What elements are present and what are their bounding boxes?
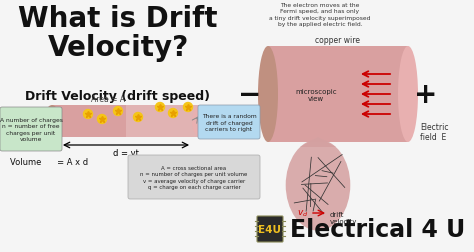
Bar	[126, 106, 200, 137]
Text: d = vt: d = vt	[113, 148, 139, 158]
Text: drift
velocity: drift velocity	[330, 211, 357, 224]
Text: Drift Velocity (drift speed): Drift Velocity (drift speed)	[26, 90, 210, 103]
Circle shape	[183, 103, 192, 112]
Text: Area = A: Area = A	[91, 94, 125, 104]
Text: copper wire: copper wire	[316, 36, 361, 45]
Bar	[268, 47, 408, 142]
Circle shape	[155, 103, 164, 112]
Text: A number of charges
n = number of free
charges per unit
volume: A number of charges n = number of free c…	[0, 117, 63, 142]
Text: Electric
field  E: Electric field E	[420, 122, 448, 142]
Circle shape	[134, 113, 143, 122]
FancyBboxPatch shape	[128, 155, 260, 199]
FancyBboxPatch shape	[0, 108, 62, 151]
Ellipse shape	[44, 106, 60, 137]
FancyBboxPatch shape	[198, 106, 260, 139]
Text: A = cross sectional area
n = number of charges per unit volume
v = average veloc: A = cross sectional area n = number of c…	[140, 165, 247, 190]
Circle shape	[83, 110, 92, 119]
Ellipse shape	[286, 140, 350, 231]
Text: Electrical 4 U: Electrical 4 U	[290, 217, 465, 241]
Ellipse shape	[398, 47, 418, 142]
Bar	[52, 106, 200, 137]
FancyBboxPatch shape	[257, 216, 283, 242]
Circle shape	[168, 109, 177, 118]
Circle shape	[98, 115, 107, 124]
Text: +: +	[414, 81, 438, 109]
Text: −: −	[238, 81, 262, 109]
Text: microscopic
view: microscopic view	[295, 88, 337, 101]
Text: Volume      = A x d: Volume = A x d	[10, 158, 88, 166]
Polygon shape	[300, 137, 336, 147]
Text: The electron moves at the
Fermi speed, and has only
a tiny drift velocity superi: The electron moves at the Fermi speed, a…	[269, 3, 371, 27]
Ellipse shape	[258, 47, 278, 142]
Ellipse shape	[192, 106, 208, 137]
Text: What is Drift
Velocity?: What is Drift Velocity?	[18, 5, 218, 62]
Text: There is a random
drift of charged
carriers to right: There is a random drift of charged carri…	[201, 114, 256, 131]
Text: $v_d$: $v_d$	[297, 208, 308, 218]
Circle shape	[113, 107, 122, 116]
Text: E4U: E4U	[258, 224, 282, 234]
